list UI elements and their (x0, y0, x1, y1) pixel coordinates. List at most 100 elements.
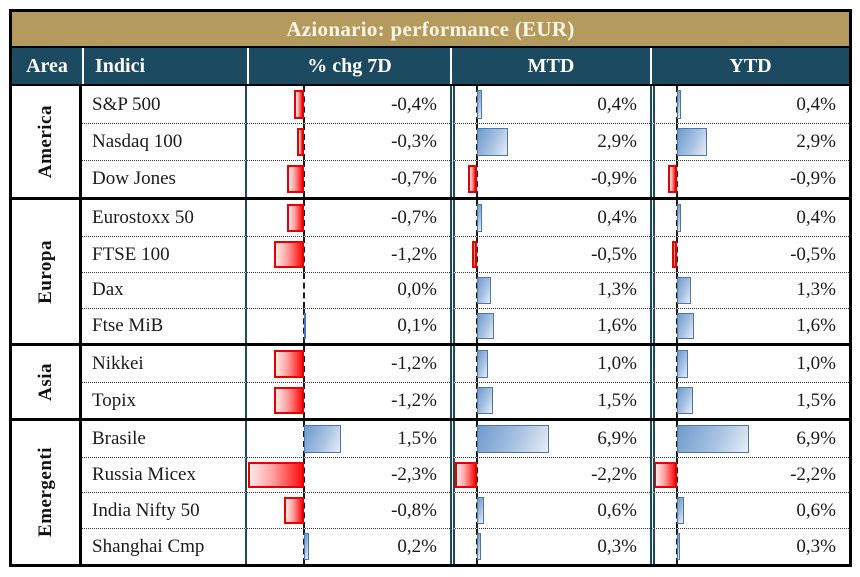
value-label: -1,2% (391, 243, 437, 265)
negative-data-bar (472, 241, 478, 268)
area-group-asia: Asia Nikkei -1,2% 1,0% 1,0% Topix -1,2% 1,5% 1,5… (12, 343, 849, 418)
index-name: India Nifty 50 (92, 499, 200, 521)
value-cell-chg7d: -1,2% (247, 382, 450, 418)
value-label: 0,4% (796, 207, 836, 229)
positive-data-bar (477, 204, 482, 233)
column-header-ytd: YTD (650, 48, 849, 84)
area-cell: Europa (12, 200, 82, 344)
index-cell: Nasdaq 100 (82, 123, 247, 161)
value-label: -1,2% (391, 353, 437, 375)
value-cell-chg7d: 0,2% (247, 528, 450, 564)
positive-data-bar (477, 387, 494, 414)
negative-data-bar (468, 165, 478, 194)
negative-data-bar (286, 204, 304, 233)
value-label: -1,2% (391, 389, 437, 411)
value-label: 0,0% (397, 279, 437, 301)
value-cell-ytd: 2,9% (650, 123, 849, 161)
index-cell: India Nifty 50 (82, 492, 247, 529)
table-title: Azionario: performance (EUR) (286, 16, 575, 41)
positive-data-bar (303, 533, 309, 560)
index-name: Eurostoxx 50 (92, 207, 194, 229)
value-label: 1,3% (796, 279, 836, 301)
value-cell-ytd: 0,6% (650, 492, 849, 529)
value-cell-chg7d: -0,4% (247, 86, 450, 124)
value-label: -0,7% (391, 168, 437, 190)
value-cell-mtd: 1,6% (450, 307, 650, 344)
value-label: -0,9% (591, 168, 637, 190)
value-label: 0,6% (796, 499, 836, 521)
index-cell: Dax (82, 271, 247, 308)
value-cell-ytd: 1,5% (650, 382, 849, 418)
index-name: S&P 500 (92, 93, 161, 115)
table-title-band: Azionario: performance (EUR) (12, 12, 849, 48)
value-label: -0,4% (391, 93, 437, 115)
value-label: -0,9% (790, 168, 836, 190)
positive-data-bar (677, 350, 688, 379)
value-label: 1,6% (597, 315, 637, 337)
value-cell-mtd: 1,0% (450, 346, 650, 383)
index-cell: Brasile (82, 420, 247, 457)
value-label: 1,0% (597, 353, 637, 375)
value-label: 0,4% (597, 207, 637, 229)
value-label: 0,3% (796, 535, 836, 557)
negative-data-bar (667, 165, 678, 194)
area-group-america: America S&P 500 -0,4% 0,4% 0,4% Nasdaq 100 -0,… (12, 86, 849, 198)
value-cell-chg7d: -0,8% (247, 492, 450, 529)
value-cell-ytd: 6,9% (650, 420, 849, 457)
value-cell-mtd: 0,4% (450, 200, 650, 237)
zero-axis-line (302, 272, 305, 308)
positive-data-bar (677, 387, 693, 414)
negative-data-bar (294, 90, 304, 120)
performance-table: Azionario: performance (EUR) Area Indici… (9, 9, 852, 567)
value-cell-mtd: 0,6% (450, 492, 650, 529)
value-label: 6,9% (597, 427, 637, 449)
area-label: Asia (34, 363, 56, 402)
value-label: 1,5% (597, 389, 637, 411)
value-cell-ytd: 1,0% (650, 346, 849, 383)
index-cell: Dow Jones (82, 160, 247, 198)
negative-data-bar (284, 497, 304, 525)
index-cell: FTSE 100 (82, 236, 247, 272)
positive-data-bar (303, 424, 341, 453)
value-cell-mtd: -2,2% (450, 456, 650, 493)
index-cell: Nikkei (82, 346, 247, 383)
area-label: Europa (34, 239, 56, 304)
index-name: Ftse MiB (92, 315, 164, 337)
value-cell-ytd: -0,9% (650, 160, 849, 198)
value-cell-chg7d: -1,2% (247, 236, 450, 272)
index-name: Shanghai Cmp (92, 535, 205, 557)
value-cell-chg7d: -0,7% (247, 160, 450, 198)
index-cell: S&P 500 (82, 86, 247, 124)
value-cell-chg7d: -1,2% (247, 346, 450, 383)
value-cell-chg7d: -0,7% (247, 200, 450, 237)
positive-data-bar (477, 128, 508, 157)
area-label: America (34, 105, 56, 179)
index-cell: Russia Micex (82, 456, 247, 493)
negative-data-bar (274, 387, 304, 414)
value-label: -2,2% (591, 464, 637, 486)
index-name: Topix (92, 389, 137, 411)
positive-data-bar (477, 424, 550, 453)
area-cell: Emergenti (12, 420, 82, 564)
positive-data-bar (677, 424, 750, 453)
value-cell-ytd: 1,6% (650, 307, 849, 344)
positive-data-bar (477, 497, 484, 525)
value-label: 2,9% (597, 131, 637, 153)
index-name: Russia Micex (92, 464, 196, 486)
negative-data-bar (274, 350, 304, 379)
value-label: 0,3% (597, 535, 637, 557)
value-cell-chg7d: 0,0% (247, 271, 450, 308)
positive-data-bar (477, 276, 491, 304)
column-header-chg7d: % chg 7D (247, 48, 450, 84)
value-label: 0,2% (397, 535, 437, 557)
negative-data-bar (455, 461, 478, 489)
index-name: Nikkei (92, 353, 144, 375)
positive-data-bar (677, 533, 681, 560)
positive-data-bar (677, 276, 691, 304)
positive-data-bar (477, 350, 488, 379)
positive-data-bar (477, 312, 495, 340)
positive-data-bar (677, 90, 682, 120)
column-header-mtd: MTD (450, 48, 650, 84)
value-label: 0,4% (597, 93, 637, 115)
value-cell-ytd: 0,3% (650, 528, 849, 564)
